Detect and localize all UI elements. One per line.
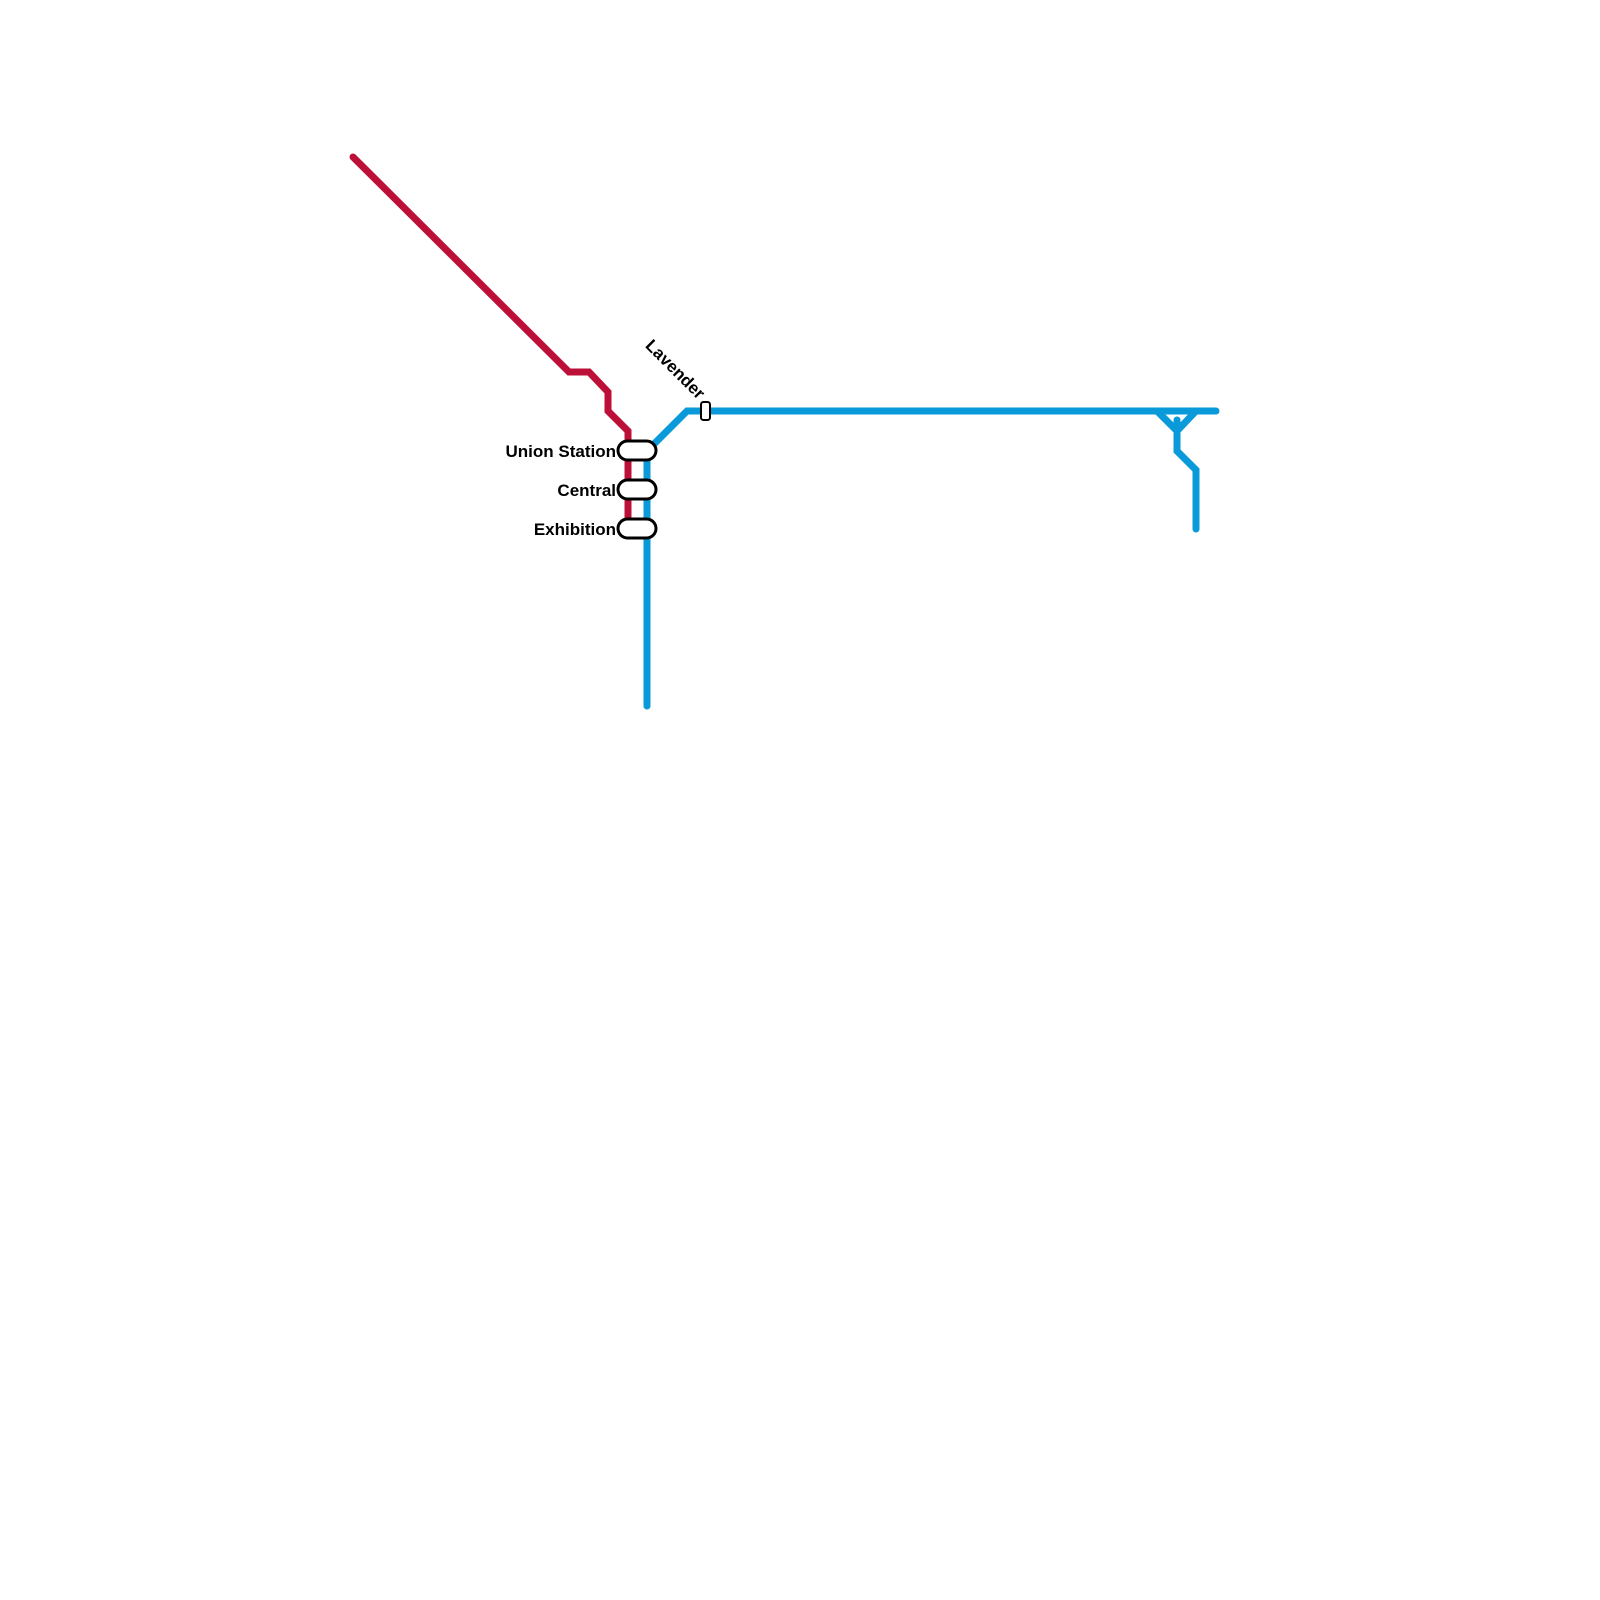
station-exhibition[interactable]: Exhibition bbox=[534, 517, 658, 540]
red-line bbox=[349, 153, 632, 524]
station-label: Exhibition bbox=[534, 520, 616, 539]
station-union[interactable]: Union Station bbox=[506, 439, 658, 462]
blue-line bbox=[643, 407, 1220, 710]
station-label: Union Station bbox=[506, 442, 616, 461]
blue-line-branch bbox=[1173, 416, 1200, 533]
station-lavender[interactable]: Lavender bbox=[642, 336, 711, 421]
station-label: Central bbox=[557, 481, 616, 500]
station-central[interactable]: Central bbox=[557, 478, 658, 501]
station-label: Lavender bbox=[642, 336, 709, 403]
